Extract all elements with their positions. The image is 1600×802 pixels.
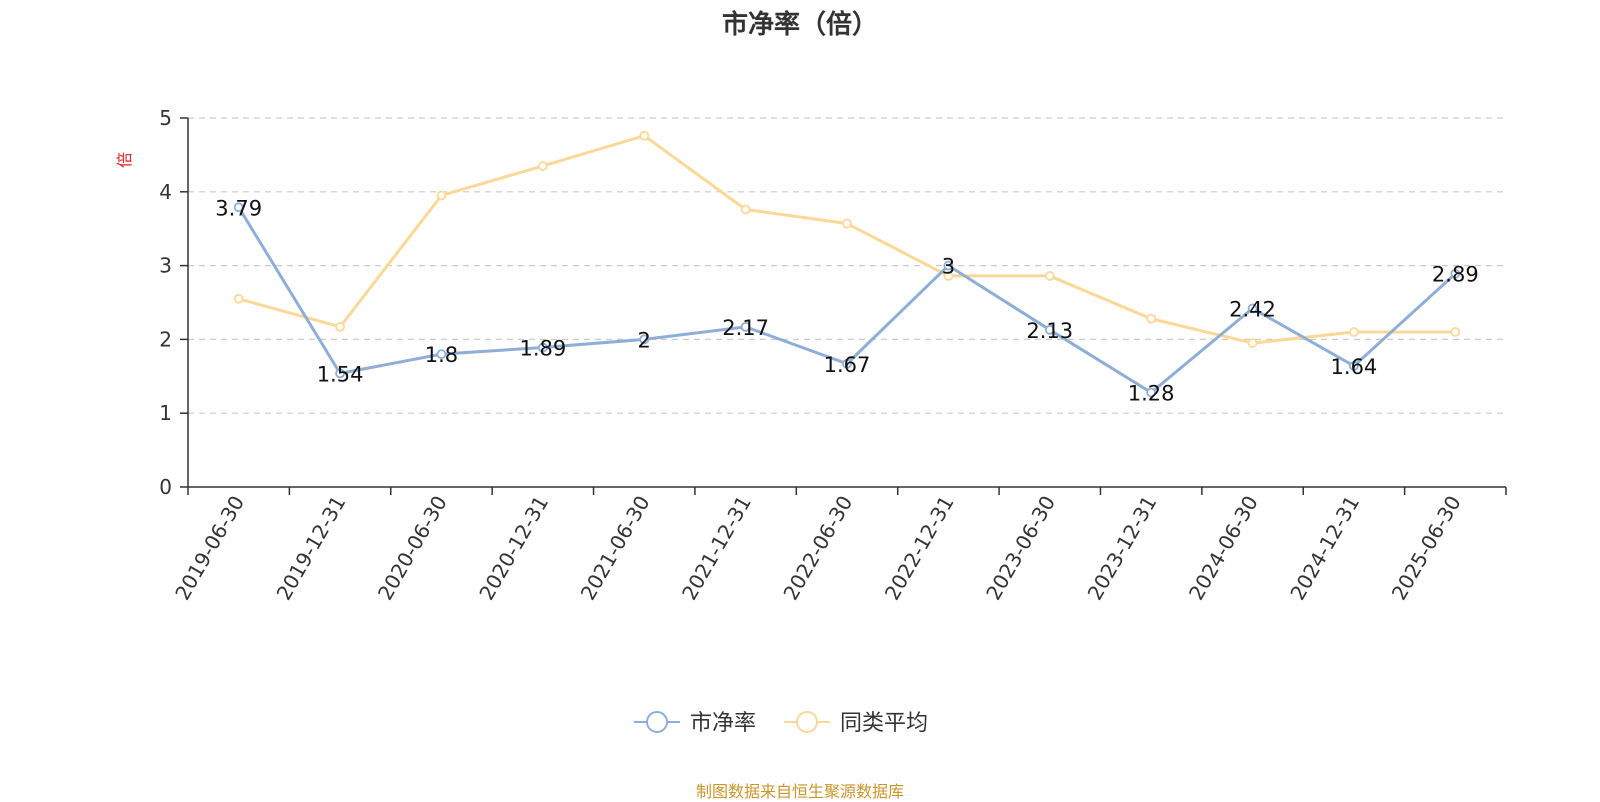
source-note: 制图数据来自恒生聚源数据库 bbox=[695, 782, 904, 801]
data-point bbox=[639, 334, 650, 345]
x-tick-label: 2022-12-31 bbox=[880, 492, 959, 605]
data-label: 1.67 bbox=[824, 353, 871, 377]
data-point bbox=[1146, 313, 1157, 324]
data-point bbox=[842, 218, 852, 229]
y-tick-label: 4 bbox=[159, 180, 172, 204]
x-tick-label: 2019-06-30 bbox=[170, 492, 249, 605]
data-point bbox=[1146, 387, 1157, 398]
legend-label: 市净率 bbox=[690, 711, 756, 736]
legend: 市净率 同类平均 bbox=[634, 711, 928, 736]
data-point bbox=[639, 130, 650, 141]
data-label: 2 bbox=[638, 328, 651, 352]
data-point bbox=[1349, 327, 1359, 337]
data-label: 1.28 bbox=[1128, 382, 1175, 406]
x-tick-label: 2024-12-31 bbox=[1285, 492, 1364, 605]
y-tick-label: 1 bbox=[159, 401, 172, 425]
data-point bbox=[1450, 327, 1461, 337]
data-point bbox=[436, 190, 447, 201]
data-point bbox=[233, 202, 244, 213]
y-tick-label: 0 bbox=[159, 475, 172, 499]
data-point bbox=[537, 161, 548, 171]
data-point bbox=[740, 204, 751, 215]
data-label: 1.8 bbox=[425, 343, 458, 367]
x-tick-label: 2020-06-30 bbox=[373, 492, 452, 605]
data-label: 1.54 bbox=[317, 362, 364, 386]
data-point bbox=[1044, 271, 1055, 281]
x-tick-label: 2024-06-30 bbox=[1184, 492, 1263, 605]
legend-item[interactable]: 市净率 bbox=[634, 711, 756, 736]
series bbox=[233, 130, 1461, 398]
legend-item[interactable]: 同类平均 bbox=[784, 711, 928, 736]
data-point bbox=[842, 358, 852, 369]
data-point bbox=[1247, 303, 1258, 314]
chart-title: 市净率（倍） bbox=[721, 10, 878, 40]
x-tick-label: 2019-12-31 bbox=[272, 492, 351, 605]
legend-label: 同类平均 bbox=[840, 711, 928, 736]
legend-marker-icon bbox=[796, 711, 818, 733]
data-point bbox=[1247, 338, 1258, 348]
data-point bbox=[1450, 268, 1461, 279]
data-label: 1.64 bbox=[1331, 355, 1378, 379]
data-point bbox=[740, 321, 751, 332]
data-point bbox=[943, 271, 954, 281]
data-label: 1.89 bbox=[519, 337, 566, 361]
data-point bbox=[335, 321, 345, 332]
data-labels: 3.79 1.54 1.8 1.89 2 2.17 1.67 3 2.13 1.28 2.42 1.6… bbox=[215, 196, 1478, 405]
data-point bbox=[335, 368, 345, 379]
y-tick-label: 5 bbox=[159, 106, 172, 130]
data-label: 3 bbox=[942, 255, 955, 279]
x-tick-label: 2023-12-31 bbox=[1083, 492, 1162, 605]
x-tick-label: 2025-06-30 bbox=[1387, 492, 1466, 605]
y-axis-label: 倍 bbox=[115, 152, 134, 168]
x-tick-label: 2022-06-30 bbox=[778, 492, 857, 605]
data-point bbox=[436, 349, 447, 360]
y-tick-label: 2 bbox=[159, 327, 172, 351]
x-tick-label: 2020-12-31 bbox=[474, 492, 553, 605]
data-label: 2.42 bbox=[1229, 297, 1276, 321]
data-point bbox=[1349, 361, 1359, 371]
x-tick-label: 2021-06-30 bbox=[576, 492, 655, 605]
data-point bbox=[537, 342, 548, 353]
x-tick-label: 2021-12-31 bbox=[677, 492, 756, 605]
data-label: 2.89 bbox=[1432, 263, 1479, 287]
legend-marker-icon bbox=[646, 711, 668, 733]
data-label: 2.13 bbox=[1026, 319, 1073, 343]
y-tick-label: 3 bbox=[159, 254, 172, 278]
data-point bbox=[233, 293, 244, 304]
x-tick-label: 2023-06-30 bbox=[981, 492, 1060, 605]
data-label: 2.17 bbox=[722, 316, 769, 340]
data-label: 3.79 bbox=[215, 196, 262, 220]
data-point bbox=[943, 260, 954, 271]
data-point bbox=[1044, 324, 1055, 335]
